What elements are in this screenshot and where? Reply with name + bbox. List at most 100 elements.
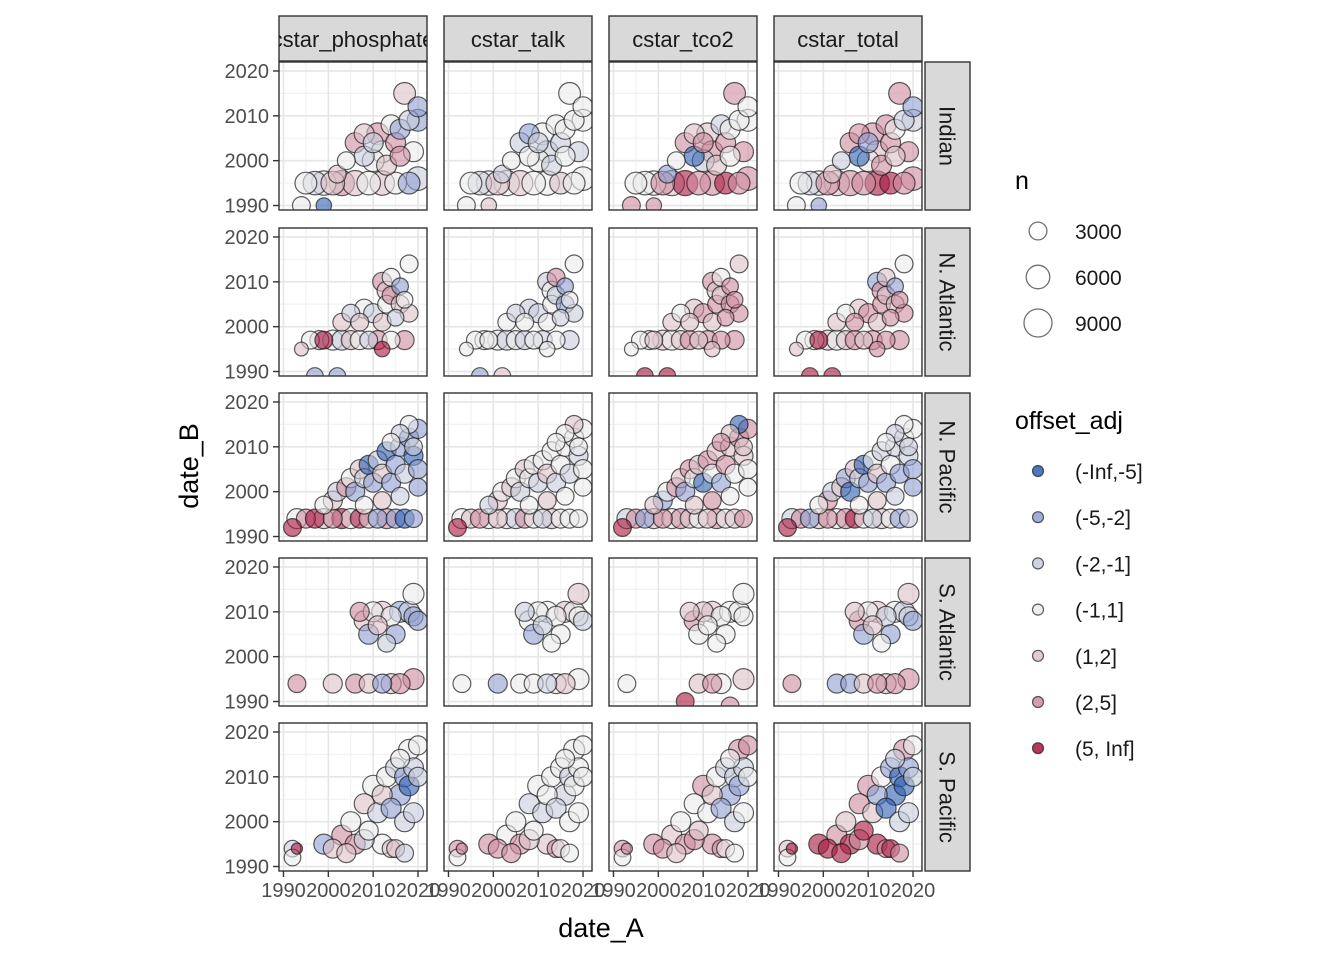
bubble-point	[551, 308, 570, 327]
bubble-point	[537, 491, 557, 511]
bubble-group	[621, 81, 757, 210]
panel-border	[773, 392, 923, 542]
panel-border	[773, 557, 923, 707]
bubble-point	[560, 290, 579, 309]
bubble-point	[554, 145, 576, 167]
x-tick-label: 1990	[426, 880, 471, 902]
row-strip-label: S. Atlantic	[935, 583, 960, 681]
panel-cstar-total-n-pacific	[773, 392, 923, 542]
bubble-group	[788, 254, 914, 376]
bubble-point	[306, 367, 324, 376]
bubble-point	[287, 674, 307, 694]
bubble-point	[459, 171, 483, 195]
bubble-group	[448, 735, 592, 867]
x-tick-label: 1990	[591, 880, 636, 902]
x-tick-label: 2000	[636, 880, 681, 902]
bubble-point	[719, 748, 741, 770]
panel-border	[608, 557, 758, 707]
bubble-point	[407, 766, 427, 787]
bubble-point	[692, 132, 714, 154]
bubble-point	[902, 459, 922, 480]
bubble-point	[902, 735, 922, 756]
panel-cstar-total-s-atlantic	[773, 557, 923, 707]
bubble-point	[532, 615, 553, 636]
panel-cstar-talk-n-atlantic	[443, 227, 593, 377]
bubble-point	[315, 197, 333, 210]
bubble-point	[538, 340, 556, 358]
bubble-point	[564, 254, 584, 274]
bubble-point	[386, 308, 405, 327]
panel-cstar-total-indian	[773, 61, 923, 211]
bubble-point	[831, 151, 851, 171]
legend: n offset_adj 3000 6000 9000 (-Inf,-5] (-5,-2…	[1015, 167, 1143, 761]
bubble-group	[283, 414, 427, 537]
y-axis-title: date_B	[174, 423, 204, 509]
bubble-point	[645, 197, 663, 210]
bubble-point	[349, 601, 370, 622]
bubble-point	[788, 341, 804, 357]
panel-border	[278, 227, 428, 377]
bubble-point	[492, 164, 512, 184]
bubble-point	[514, 601, 535, 622]
legend-color-key	[1031, 557, 1045, 570]
bubble-point	[294, 171, 318, 195]
bubble-point	[399, 254, 419, 274]
legend-color-key	[1031, 464, 1045, 478]
bubble-point	[362, 132, 384, 154]
panel-border	[773, 227, 923, 377]
bubble-point	[542, 633, 562, 653]
bubble-group	[291, 81, 427, 210]
bubble-point	[851, 170, 877, 196]
bubble-point	[356, 170, 382, 196]
bubble-point	[322, 673, 343, 694]
bubble-point	[567, 582, 590, 606]
bubble-point	[732, 802, 755, 824]
y-tick-label: 1990	[225, 362, 270, 384]
bubble-point	[562, 171, 586, 195]
bubble-point	[737, 96, 757, 118]
bubble-point	[875, 797, 897, 819]
bubble-point	[897, 582, 920, 606]
bubble-group	[283, 735, 427, 867]
bubble-point	[737, 735, 757, 756]
x-tick-label: 1990	[756, 880, 801, 902]
row-strip-indian: Indian	[924, 61, 971, 211]
bubble-point	[568, 509, 588, 529]
axis-ticks: 1990200020102020199020002010202019902000…	[225, 61, 936, 902]
legend-color-label: (-1,1]	[1075, 600, 1124, 623]
bubble-point	[884, 672, 906, 695]
bubble-point	[658, 367, 677, 376]
bubble-point	[519, 495, 539, 515]
bubble-point	[810, 197, 828, 210]
x-tick-label: 2020	[726, 880, 771, 902]
bubble-point	[733, 606, 754, 627]
y-tick-label: 2000	[225, 482, 270, 504]
panel-cstar-phosphate-n-atlantic	[278, 227, 428, 377]
bubble-point	[702, 491, 722, 511]
bubble-point	[524, 330, 544, 350]
panel-cstar-talk-s-pacific	[443, 722, 593, 872]
bubble-point	[737, 459, 757, 480]
column-strip-label: cstar_tco2	[632, 27, 734, 52]
row-strip-s-pacific: S. Pacific	[924, 722, 971, 872]
bubble-point	[407, 459, 427, 480]
legend-color-key	[1031, 603, 1045, 616]
bubble-point	[314, 495, 334, 515]
bubble-point	[862, 508, 883, 529]
legend-color-label: (-Inf,-5]	[1075, 461, 1143, 484]
bubble-point	[456, 196, 476, 210]
y-tick-label: 2020	[225, 61, 270, 83]
bubble-point	[868, 340, 886, 358]
bubble-point	[572, 96, 592, 118]
panel-cstar-phosphate-indian	[278, 61, 428, 211]
panel-cstar-total-n-atlantic	[773, 227, 923, 377]
bubble-point	[397, 171, 421, 195]
bubble-point	[711, 432, 731, 452]
bubble-point	[471, 367, 489, 376]
panel-border	[278, 61, 428, 211]
bubble-point	[723, 81, 747, 105]
panel-border	[443, 227, 593, 377]
bubble-point	[612, 517, 632, 537]
bubble-point	[849, 495, 869, 515]
